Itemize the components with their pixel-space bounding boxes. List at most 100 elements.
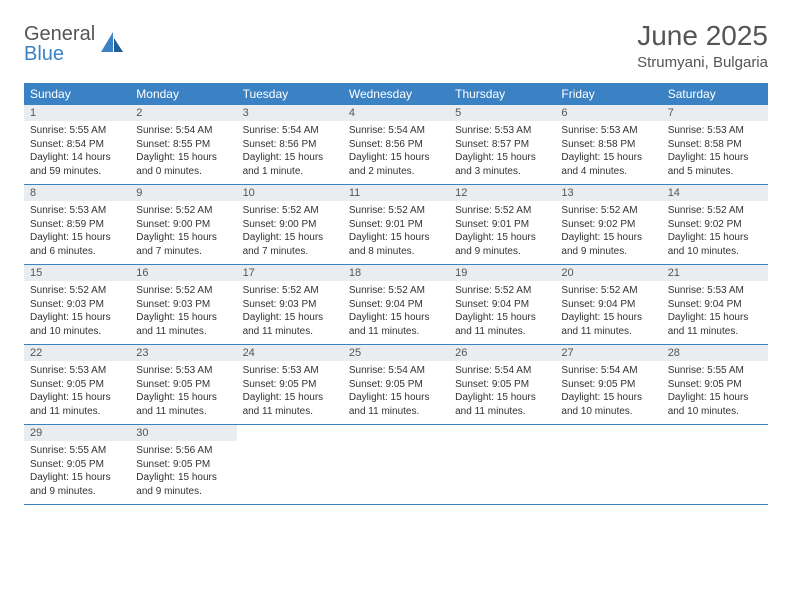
daylight-line: Daylight: 15 hours and 11 minutes. [136,311,230,338]
day-cell: 2Sunrise: 5:54 AMSunset: 8:55 PMDaylight… [130,105,236,184]
day-number: 23 [130,345,236,361]
daylight-line: Daylight: 15 hours and 10 minutes. [561,391,655,418]
day-number: 9 [130,185,236,201]
month-title: June 2025 [637,20,768,52]
daylight-line: Daylight: 15 hours and 9 minutes. [561,231,655,258]
day-number: 8 [24,185,130,201]
brand-word2: Blue [24,43,64,65]
day-body: Sunrise: 5:53 AMSunset: 9:04 PMDaylight:… [662,281,768,344]
sunrise-line: Sunrise: 5:54 AM [455,364,549,378]
sunrise-line: Sunrise: 5:53 AM [561,124,655,138]
daylight-line: Daylight: 14 hours and 59 minutes. [30,151,124,178]
week-row: 29Sunrise: 5:55 AMSunset: 9:05 PMDayligh… [24,425,768,505]
day-body: Sunrise: 5:52 AMSunset: 9:03 PMDaylight:… [237,281,343,344]
day-number: 19 [449,265,555,281]
weekday-header: Saturday [662,83,768,105]
daylight-line: Daylight: 15 hours and 7 minutes. [243,231,337,258]
day-number: 17 [237,265,343,281]
sunset-line: Sunset: 8:56 PM [243,138,337,152]
daylight-line: Daylight: 15 hours and 9 minutes. [455,231,549,258]
sunset-line: Sunset: 9:04 PM [349,298,443,312]
daylight-line: Daylight: 15 hours and 9 minutes. [136,471,230,498]
week-row: 15Sunrise: 5:52 AMSunset: 9:03 PMDayligh… [24,265,768,345]
sunrise-line: Sunrise: 5:52 AM [455,284,549,298]
day-number: 7 [662,105,768,121]
day-cell: 22Sunrise: 5:53 AMSunset: 9:05 PMDayligh… [24,345,130,424]
sunset-line: Sunset: 9:02 PM [561,218,655,232]
day-cell: 27Sunrise: 5:54 AMSunset: 9:05 PMDayligh… [555,345,661,424]
header: General Blue June 2025 Strumyani, Bulgar… [24,20,768,71]
daylight-line: Daylight: 15 hours and 9 minutes. [30,471,124,498]
day-body: Sunrise: 5:52 AMSunset: 9:01 PMDaylight:… [343,201,449,264]
sunset-line: Sunset: 9:05 PM [455,378,549,392]
sunrise-line: Sunrise: 5:53 AM [455,124,549,138]
sunset-line: Sunset: 8:58 PM [561,138,655,152]
day-cell: 5Sunrise: 5:53 AMSunset: 8:57 PMDaylight… [449,105,555,184]
day-cell: 8Sunrise: 5:53 AMSunset: 8:59 PMDaylight… [24,185,130,264]
day-body: Sunrise: 5:53 AMSunset: 8:58 PMDaylight:… [555,121,661,184]
sunset-line: Sunset: 9:05 PM [668,378,762,392]
sunset-line: Sunset: 8:57 PM [455,138,549,152]
sunset-line: Sunset: 8:54 PM [30,138,124,152]
sunset-line: Sunset: 9:05 PM [561,378,655,392]
day-cell: 19Sunrise: 5:52 AMSunset: 9:04 PMDayligh… [449,265,555,344]
weekday-header-row: SundayMondayTuesdayWednesdayThursdayFrid… [24,83,768,105]
day-number: 6 [555,105,661,121]
day-body: Sunrise: 5:53 AMSunset: 9:05 PMDaylight:… [237,361,343,424]
sail-icon [99,30,125,59]
day-cell: 7Sunrise: 5:53 AMSunset: 8:58 PMDaylight… [662,105,768,184]
day-cell: 1Sunrise: 5:55 AMSunset: 8:54 PMDaylight… [24,105,130,184]
sunset-line: Sunset: 9:03 PM [30,298,124,312]
weekday-header: Wednesday [343,83,449,105]
day-body: Sunrise: 5:55 AMSunset: 9:05 PMDaylight:… [24,441,130,504]
day-cell [343,425,449,504]
day-body: Sunrise: 5:52 AMSunset: 9:01 PMDaylight:… [449,201,555,264]
daylight-line: Daylight: 15 hours and 4 minutes. [561,151,655,178]
sunrise-line: Sunrise: 5:53 AM [136,364,230,378]
day-number: 15 [24,265,130,281]
sunset-line: Sunset: 8:55 PM [136,138,230,152]
sunrise-line: Sunrise: 5:52 AM [349,204,443,218]
day-number: 5 [449,105,555,121]
daylight-line: Daylight: 15 hours and 11 minutes. [243,311,337,338]
day-cell: 26Sunrise: 5:54 AMSunset: 9:05 PMDayligh… [449,345,555,424]
day-cell: 6Sunrise: 5:53 AMSunset: 8:58 PMDaylight… [555,105,661,184]
day-cell: 10Sunrise: 5:52 AMSunset: 9:00 PMDayligh… [237,185,343,264]
day-cell: 28Sunrise: 5:55 AMSunset: 9:05 PMDayligh… [662,345,768,424]
sunset-line: Sunset: 8:58 PM [668,138,762,152]
day-body: Sunrise: 5:54 AMSunset: 9:05 PMDaylight:… [343,361,449,424]
day-number: 11 [343,185,449,201]
sunset-line: Sunset: 9:04 PM [455,298,549,312]
day-number: 2 [130,105,236,121]
day-cell: 18Sunrise: 5:52 AMSunset: 9:04 PMDayligh… [343,265,449,344]
daylight-line: Daylight: 15 hours and 8 minutes. [349,231,443,258]
daylight-line: Daylight: 15 hours and 5 minutes. [668,151,762,178]
week-row: 1Sunrise: 5:55 AMSunset: 8:54 PMDaylight… [24,105,768,185]
sunset-line: Sunset: 9:04 PM [668,298,762,312]
daylight-line: Daylight: 15 hours and 0 minutes. [136,151,230,178]
daylight-line: Daylight: 15 hours and 10 minutes. [30,311,124,338]
sunrise-line: Sunrise: 5:52 AM [561,284,655,298]
day-body: Sunrise: 5:53 AMSunset: 9:05 PMDaylight:… [24,361,130,424]
day-number: 1 [24,105,130,121]
day-cell: 20Sunrise: 5:52 AMSunset: 9:04 PMDayligh… [555,265,661,344]
day-body: Sunrise: 5:54 AMSunset: 9:05 PMDaylight:… [555,361,661,424]
daylight-line: Daylight: 15 hours and 11 minutes. [455,391,549,418]
day-body: Sunrise: 5:52 AMSunset: 9:03 PMDaylight:… [24,281,130,344]
sunset-line: Sunset: 8:59 PM [30,218,124,232]
day-body: Sunrise: 5:54 AMSunset: 8:55 PMDaylight:… [130,121,236,184]
daylight-line: Daylight: 15 hours and 11 minutes. [349,311,443,338]
day-body: Sunrise: 5:53 AMSunset: 8:58 PMDaylight:… [662,121,768,184]
day-cell: 14Sunrise: 5:52 AMSunset: 9:02 PMDayligh… [662,185,768,264]
sunrise-line: Sunrise: 5:53 AM [668,284,762,298]
day-body: Sunrise: 5:53 AMSunset: 9:05 PMDaylight:… [130,361,236,424]
day-number: 12 [449,185,555,201]
day-cell: 12Sunrise: 5:52 AMSunset: 9:01 PMDayligh… [449,185,555,264]
daylight-line: Daylight: 15 hours and 11 minutes. [30,391,124,418]
daylight-line: Daylight: 15 hours and 11 minutes. [668,311,762,338]
title-block: June 2025 Strumyani, Bulgaria [637,20,768,71]
sunrise-line: Sunrise: 5:54 AM [136,124,230,138]
sunrise-line: Sunrise: 5:53 AM [668,124,762,138]
day-cell: 13Sunrise: 5:52 AMSunset: 9:02 PMDayligh… [555,185,661,264]
sunrise-line: Sunrise: 5:52 AM [243,204,337,218]
